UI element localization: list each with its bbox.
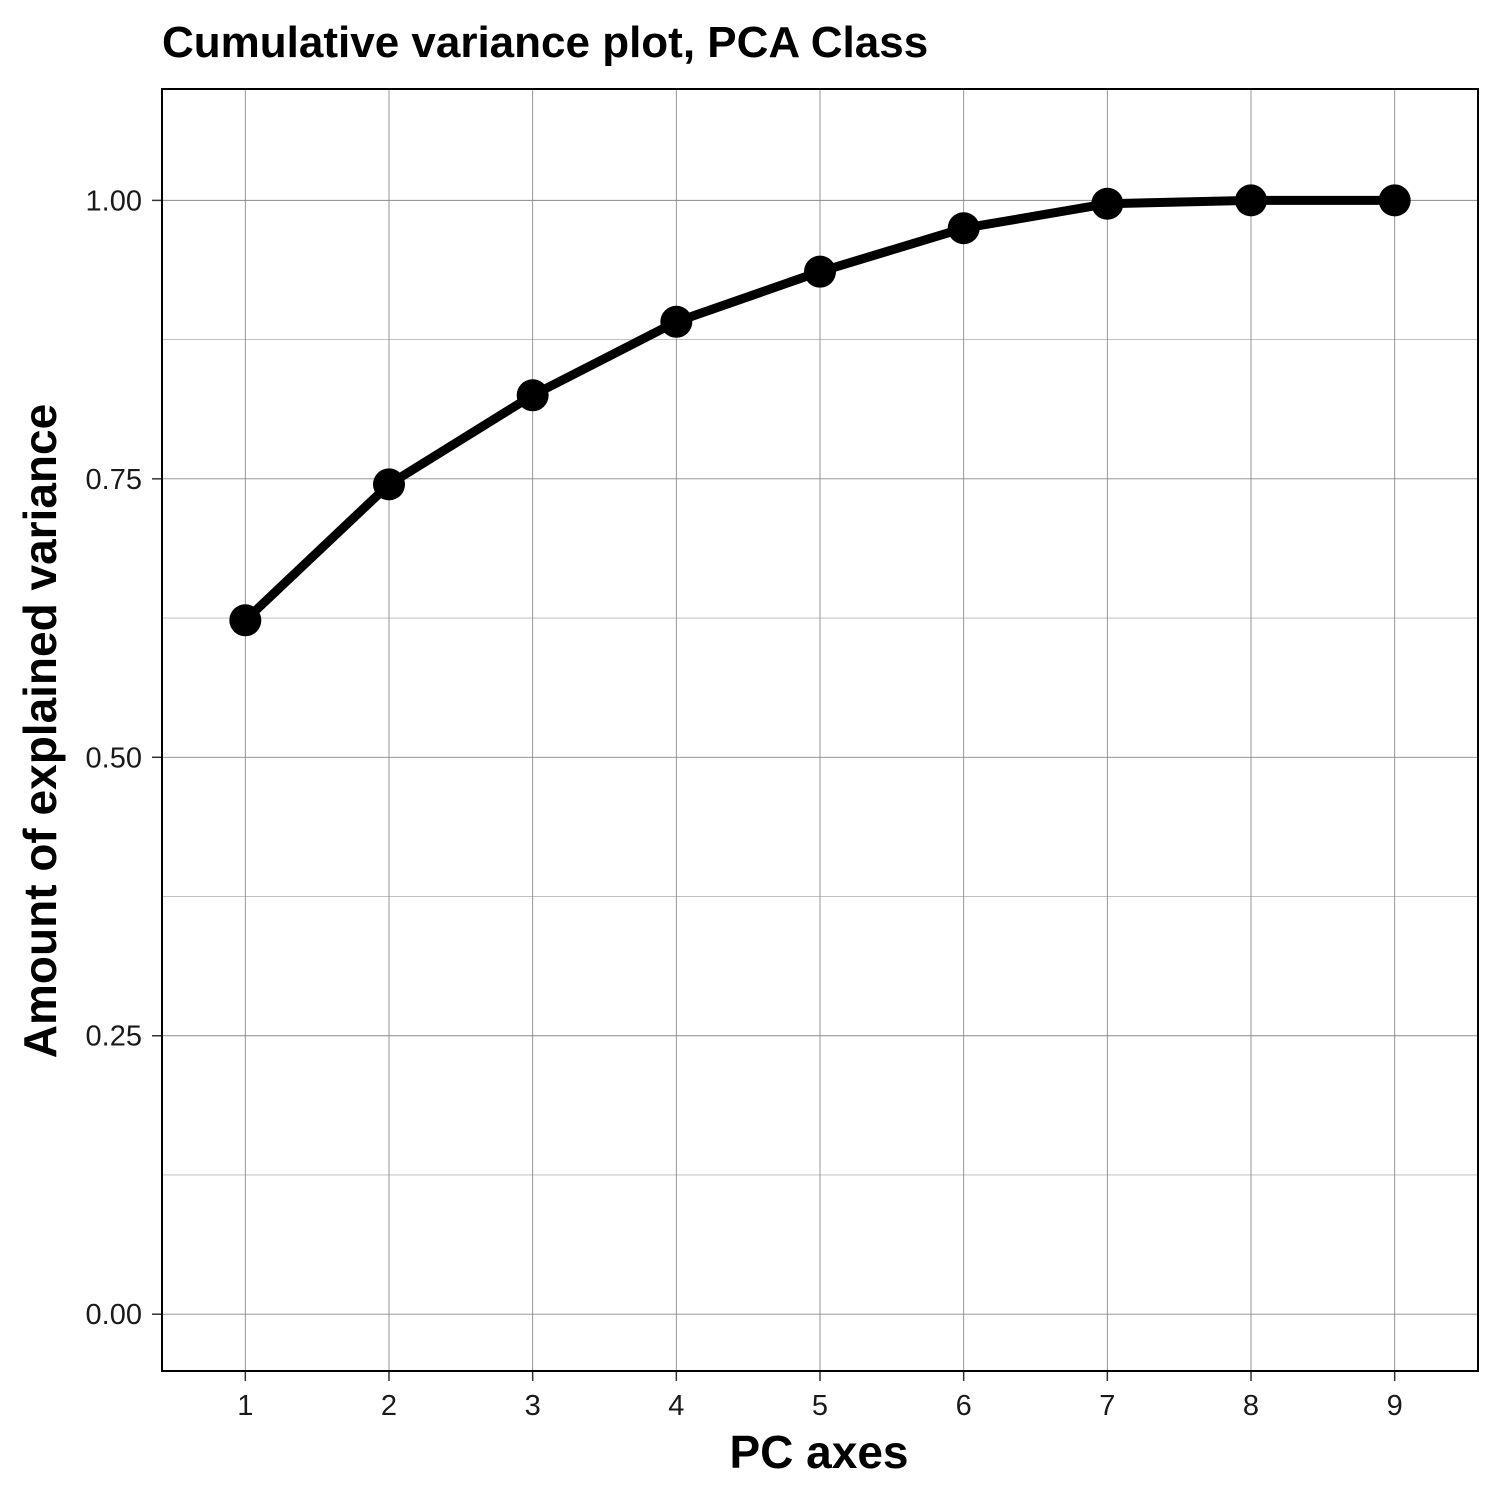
- y-tick-label: 0.25: [86, 1021, 142, 1053]
- data-point: [372, 468, 405, 501]
- data-point: [947, 212, 980, 245]
- x-axis-title: PC axes: [729, 1426, 908, 1478]
- data-point: [516, 379, 549, 412]
- y-tick-label: 0.75: [86, 464, 142, 496]
- axes: 0.00 0.25 0.50 0.75 1.00 1 2 3 4 5 6 7 8 9: [86, 88, 1479, 1422]
- data-point: [229, 604, 262, 637]
- x-tick-label: 4: [668, 1390, 684, 1422]
- data-point: [1235, 184, 1268, 217]
- data-point: [1091, 187, 1124, 220]
- x-tick-label: 2: [381, 1390, 397, 1422]
- y-tick-label: 0.50: [86, 742, 142, 774]
- x-tick-label: 6: [956, 1390, 972, 1422]
- gridlines: [162, 89, 1478, 1371]
- plot-panel-border: [161, 88, 1479, 1372]
- data-point: [1378, 184, 1411, 217]
- chart-title: Cumulative variance plot, PCA Class: [162, 18, 928, 67]
- data-point: [804, 255, 836, 288]
- x-tick-label: 8: [1243, 1390, 1259, 1422]
- x-tick-label: 9: [1387, 1390, 1403, 1422]
- series-layer: [229, 184, 1411, 637]
- x-tick-label: 3: [525, 1390, 541, 1422]
- x-tick-label: 5: [812, 1390, 828, 1422]
- y-tick-label: 1.00: [86, 185, 142, 217]
- x-tick-label: 1: [237, 1390, 253, 1422]
- y-tick-label: 0.00: [86, 1299, 142, 1331]
- data-point: [660, 305, 693, 338]
- x-tick-label: 7: [1099, 1390, 1115, 1422]
- y-axis-title: Amount of explained variance: [14, 404, 66, 1058]
